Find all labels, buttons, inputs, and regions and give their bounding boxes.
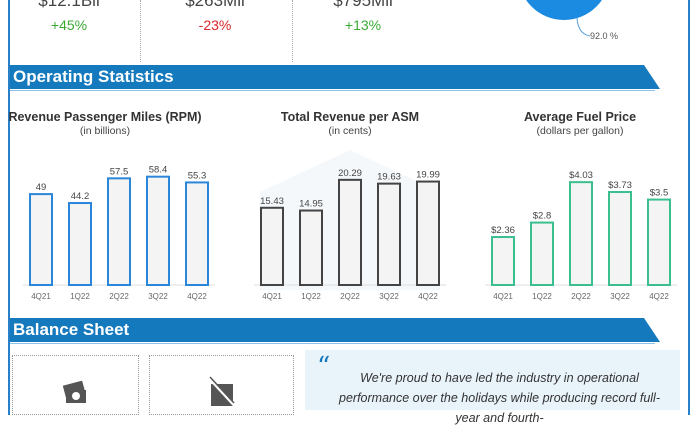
- data-label: $4.03: [569, 170, 593, 181]
- x-tick-label: 1Q22: [70, 292, 90, 301]
- x-tick-label: 4Q22: [187, 292, 207, 301]
- quote-mark: “: [317, 352, 331, 382]
- bar: [185, 181, 209, 286]
- pie-label: 92.0 %: [590, 31, 619, 41]
- bar: [647, 198, 671, 286]
- x-tick-label: 4Q22: [649, 292, 669, 301]
- bar: [608, 191, 632, 286]
- data-label: $3.5: [650, 188, 669, 199]
- chart-subtitle: (in billions): [79, 125, 131, 137]
- data-label: 20.29: [338, 168, 362, 179]
- bar: [377, 182, 401, 286]
- bar: [299, 209, 323, 287]
- stat-value: $795Mil: [333, 0, 393, 10]
- bar: [107, 177, 131, 286]
- chart-subtitle: (dollars per gallon): [536, 125, 624, 137]
- bar: [338, 178, 362, 287]
- data-label: 14.95: [299, 199, 323, 210]
- data-label: 49: [36, 182, 47, 193]
- stat-value: $12.1Bil: [38, 0, 100, 10]
- infographic-frame: [8, 0, 690, 415]
- chart-subtitle: (in cents): [328, 125, 372, 137]
- bar: [260, 206, 284, 286]
- stat-change: +13%: [344, 17, 382, 33]
- bar-charts: 49 4Q21 44.2 1Q22 57.5 2Q22 58.4 3Q22 55.3 4Q22 15…: [23, 165, 677, 301]
- balance-card-cash: [12, 355, 139, 415]
- divider: [140, 0, 141, 62]
- bar: [29, 193, 53, 286]
- chart-title: Average Fuel Price: [523, 110, 637, 124]
- data-label: $3.73: [608, 180, 632, 191]
- stat-value: $263Mil: [185, 0, 245, 10]
- chart-title: Revenue Passenger Miles (RPM): [8, 110, 202, 124]
- x-tick-label: 4Q21: [493, 292, 513, 301]
- divider: [10, 90, 655, 91]
- x-tick-label: 3Q22: [379, 292, 399, 301]
- x-tick-label: 4Q21: [31, 292, 51, 301]
- data-label: $2.8: [533, 211, 552, 222]
- bar: [491, 236, 515, 286]
- no-card-icon: [208, 376, 236, 406]
- divider: [10, 343, 655, 344]
- x-tick-label: 3Q22: [148, 292, 168, 301]
- data-label: 44.2: [71, 191, 90, 202]
- divider: [292, 0, 293, 62]
- section-header-balance: Balance Sheet: [10, 318, 660, 342]
- x-tick-label: 3Q22: [610, 292, 630, 301]
- data-label: 57.5: [110, 166, 129, 177]
- data-label: 19.63: [377, 172, 401, 183]
- bar: [68, 202, 92, 286]
- chart-title: Total Revenue per ASM: [280, 110, 420, 124]
- x-tick-label: 1Q22: [532, 292, 552, 301]
- stat-change: -23%: [198, 17, 232, 33]
- x-tick-label: 1Q22: [301, 292, 321, 301]
- x-tick-label: 4Q21: [262, 292, 282, 301]
- money-icon: [62, 381, 86, 403]
- data-label: 15.43: [260, 196, 284, 207]
- quote-text: We're proud to have led the industry in …: [339, 371, 660, 425]
- balance-card-debt: [149, 355, 294, 415]
- x-tick-label: 2Q22: [340, 292, 360, 301]
- pie-leader-line: [576, 18, 591, 37]
- bar: [569, 181, 593, 287]
- stat-change: +45%: [50, 17, 88, 33]
- x-tick-label: 2Q22: [109, 292, 129, 301]
- data-label: $2.36: [491, 225, 515, 236]
- x-tick-label: 4Q22: [418, 292, 438, 301]
- section-header-operating: Operating Statistics: [10, 65, 660, 89]
- bar: [530, 221, 554, 286]
- bar: [416, 180, 440, 286]
- bar: [146, 175, 170, 286]
- quote-box: “ We're proud to have led the industry i…: [305, 350, 680, 425]
- data-label: 19.99: [416, 170, 440, 181]
- data-label: 58.4: [149, 165, 168, 176]
- data-label: 55.3: [188, 170, 207, 181]
- x-tick-label: 2Q22: [571, 292, 591, 301]
